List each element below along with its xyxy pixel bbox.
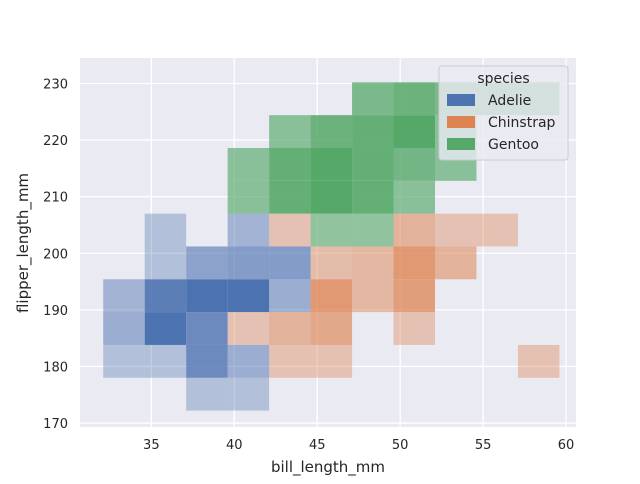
histogram-bin [227, 377, 270, 411]
histogram-bin [144, 213, 187, 247]
histogram-bin [393, 279, 435, 313]
histogram-bin [144, 246, 187, 280]
histogram-bin [144, 279, 187, 313]
legend: species Adelie Chinstrap Gentoo [438, 65, 569, 161]
histogram-bin [310, 312, 353, 345]
histogram-bin [352, 246, 394, 280]
histogram-bin [310, 180, 353, 214]
histogram-bin [310, 279, 353, 313]
histogram-bin [310, 115, 353, 148]
y-tick-label: 210 [43, 191, 68, 206]
histogram-bin [144, 312, 187, 345]
histogram-bin [186, 344, 228, 378]
histogram-bin [517, 344, 560, 378]
y-tick-label: 190 [43, 304, 68, 319]
legend-swatch [447, 138, 475, 150]
histogram-bin [310, 344, 353, 378]
histogram-bin [352, 180, 394, 214]
histogram-bin [269, 312, 311, 345]
x-tick-label: 40 [226, 438, 243, 453]
legend-box [438, 65, 569, 161]
histogram-bin [227, 213, 270, 247]
histogram-bin [269, 279, 311, 313]
x-tick-label: 45 [309, 438, 326, 453]
histogram-bin [227, 147, 270, 181]
histogram-bin [269, 246, 311, 280]
histogram-bin [227, 344, 270, 378]
y-tick-label: 230 [43, 77, 68, 92]
histogram-bin [103, 312, 145, 345]
legend-title: species [477, 71, 529, 87]
histogram-bin [352, 213, 394, 247]
histogram-bin [186, 246, 228, 280]
y-tick-label: 170 [43, 417, 68, 432]
histogram-bin [227, 180, 270, 214]
histogram-bin [393, 82, 435, 116]
axes: 35 40 45 50 55 60 170 180 190 200 210 220 230 [43, 77, 574, 453]
histogram-bin [393, 115, 435, 148]
y-axis-label: flipper_length_mm [14, 173, 33, 313]
histogram-bin [434, 213, 477, 247]
y-tick-label: 200 [43, 247, 68, 262]
series-chinstrap [227, 213, 560, 378]
x-tick-label: 60 [558, 438, 575, 453]
legend-label: Adelie [488, 93, 531, 109]
legend-label: Gentoo [488, 137, 539, 153]
legend-swatch [447, 116, 475, 128]
series-adelie [103, 213, 311, 411]
histogram-bin [434, 246, 477, 280]
x-tick-label: 50 [392, 438, 409, 453]
histogram-bin [393, 180, 435, 214]
histogram-bin [310, 213, 353, 247]
y-tick-label: 220 [43, 134, 68, 149]
x-tick-label: 55 [475, 438, 492, 453]
histogram-bin [352, 147, 394, 181]
histogram-bin [269, 147, 311, 181]
y-tick-label: 180 [43, 360, 68, 375]
histogram-bin [352, 115, 394, 148]
legend-label: Chinstrap [488, 115, 556, 131]
histogram-bin [144, 344, 187, 378]
histogram-bin [227, 279, 270, 313]
histogram-bin [186, 279, 228, 313]
histogram-bin [227, 312, 270, 345]
histogram-bin [269, 213, 311, 247]
histogram-bin [352, 82, 394, 116]
histogram-bin [476, 213, 518, 247]
histogram-bin [310, 246, 353, 280]
histogram-bin [352, 279, 394, 313]
x-tick-label: 35 [143, 438, 160, 453]
legend-swatch [447, 94, 475, 106]
histogram-bin [269, 180, 311, 214]
histogram-bin [310, 147, 353, 181]
histogram-bin [393, 312, 435, 345]
histogram-bin [186, 377, 228, 411]
histogram-bin [269, 115, 311, 148]
histogram-bin [103, 279, 145, 313]
histogram-bin [227, 246, 270, 280]
histogram-bin [393, 147, 435, 181]
histogram-bin [269, 344, 311, 378]
x-axis-label: bill_length_mm [271, 458, 385, 477]
histogram-bin [393, 213, 435, 247]
histogram-bin [393, 246, 435, 280]
histogram-bin [103, 344, 145, 378]
histogram-bin [186, 312, 228, 345]
